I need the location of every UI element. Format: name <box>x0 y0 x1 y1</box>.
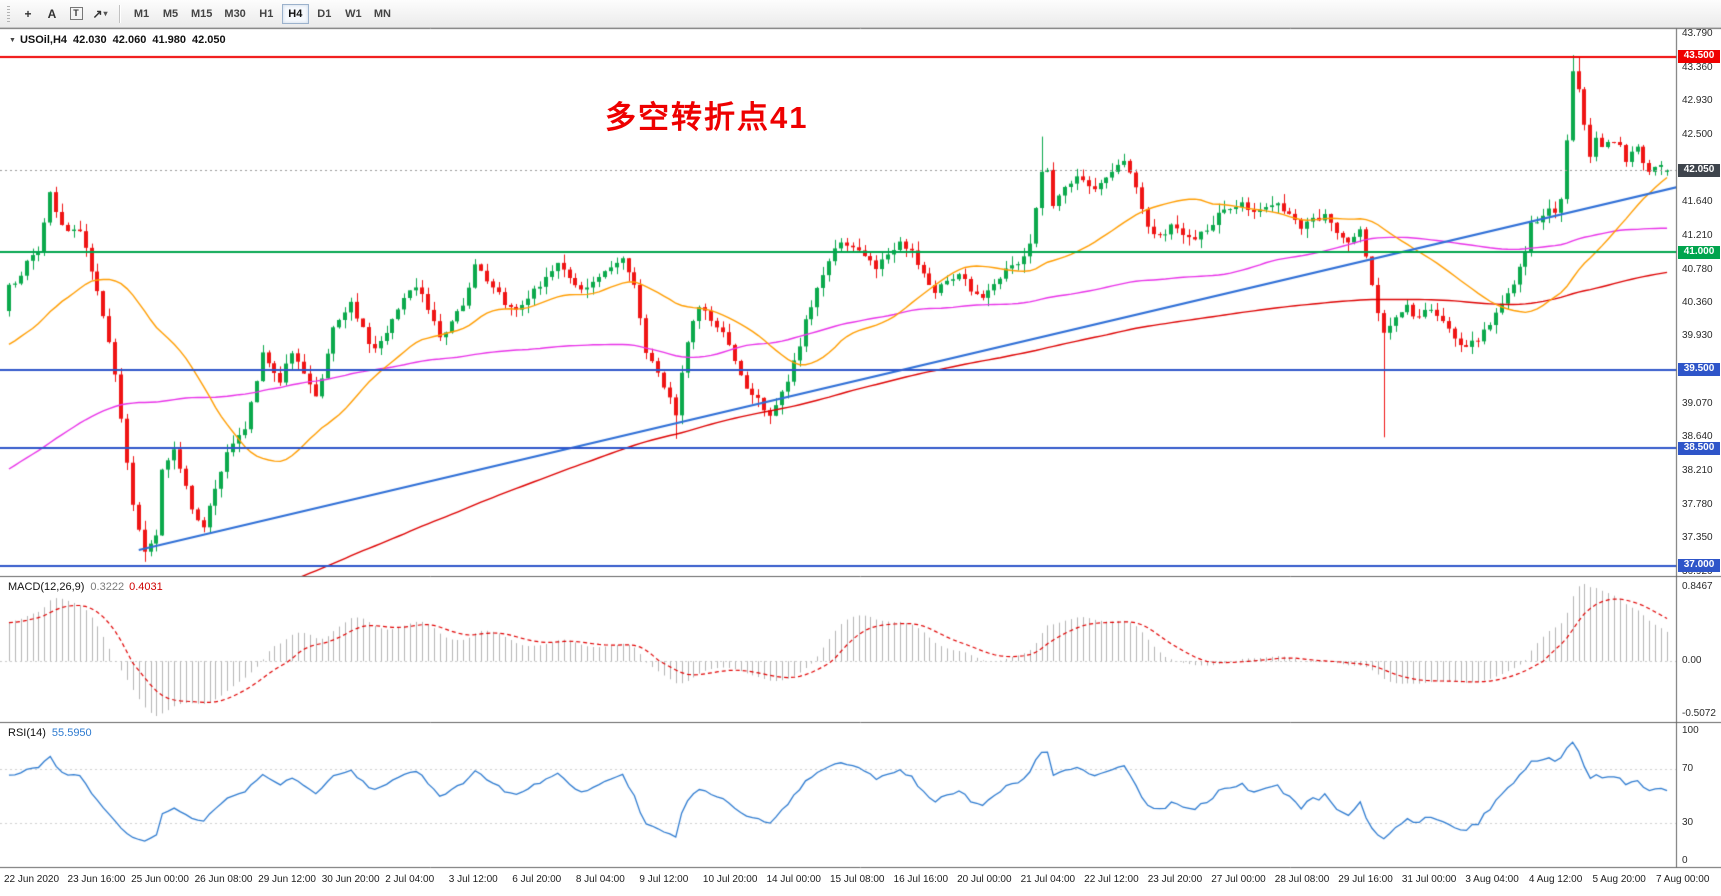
level-badge-41.000: 41.000 <box>1678 245 1720 259</box>
price-tick: 41.210 <box>1682 230 1713 242</box>
price-tick: 37.350 <box>1682 532 1713 544</box>
rsi-title: RSI(14) <box>8 727 46 739</box>
time-axis-label: 14 Jul 00:00 <box>766 874 821 885</box>
price-tick: 39.070 <box>1682 397 1713 409</box>
time-axis-label: 28 Jul 08:00 <box>1274 874 1330 885</box>
ohlc-close: 42.050 <box>191 34 226 46</box>
time-axis-label: 15 Jul 08:00 <box>830 874 885 885</box>
price-tick: 38.640 <box>1682 431 1713 443</box>
current-price-badge: 42.050 <box>1678 163 1720 177</box>
time-axis-label: 23 Jul 20:00 <box>1147 874 1203 885</box>
time-axis-label: 3 Jul 12:00 <box>448 874 498 885</box>
time-axis-label: 5 Aug 20:00 <box>1592 874 1646 885</box>
time-axis-label: 2 Jul 04:00 <box>385 874 435 885</box>
time-axis-label: 20 Jul 00:00 <box>957 874 1012 885</box>
time-axis-label: 25 Jun 00:00 <box>131 874 189 885</box>
price-tick: 39.930 <box>1682 330 1713 342</box>
time-axis-label: 10 Jul 20:00 <box>702 874 758 885</box>
price-tick: 40.780 <box>1682 263 1713 275</box>
macd-signal-value: 0.4031 <box>129 581 163 593</box>
rsi-axis-tick: 100 <box>1682 725 1699 736</box>
draw-arrows-icon[interactable]: ↗ ▾ <box>88 3 112 25</box>
time-axis-label: 21 Jul 04:00 <box>1020 874 1076 885</box>
price-tick: 43.790 <box>1682 28 1713 39</box>
macd-title: MACD(12,26,9) <box>8 581 85 593</box>
rsi-axis-tick: 0 <box>1682 855 1688 866</box>
price-tick: 42.500 <box>1682 129 1713 141</box>
level-badge-39.500: 39.500 <box>1678 363 1720 377</box>
chart-annotation-text[interactable]: 多空转折点41 <box>605 100 809 135</box>
timeframe-button-h4[interactable]: H4 <box>281 3 309 24</box>
timeframe-button-m30[interactable]: M30 <box>219 4 250 24</box>
time-axis-label: 22 Jun 2020 <box>4 874 60 885</box>
ohlc-high: 42.060 <box>112 34 147 46</box>
macd-axis-tick: 0.00 <box>1682 655 1702 667</box>
timeframe-button-m5[interactable]: M5 <box>157 4 184 24</box>
text-label-icon[interactable]: A <box>40 3 64 25</box>
time-axis-label: 30 Jun 20:00 <box>321 874 380 885</box>
timeframe-group: M1 M5 M15 M30 H1 H4 D1 W1 MN <box>127 3 397 24</box>
price-tick: 38.210 <box>1682 464 1713 476</box>
level-badge-38.500: 38.500 <box>1678 441 1720 455</box>
price-tick: 43.360 <box>1682 61 1713 73</box>
macd-indicator-label: MACD(12,26,9) 0.3222 0.4031 <box>8 581 163 593</box>
time-axis-label: 9 Jul 12:00 <box>639 874 689 885</box>
toolbar: + A T ↗ ▾ M1 M5 M15 M30 H1 H4 D1 W1 MN <box>0 0 1721 28</box>
time-axis-label: 7 Aug 00:00 <box>1656 874 1710 885</box>
level-badge-43.500: 43.500 <box>1678 50 1720 64</box>
timeframe-button-d1[interactable]: D1 <box>311 4 338 24</box>
macd-axis-tick: 0.8467 <box>1682 581 1713 592</box>
toolbar-separator <box>119 4 120 23</box>
timeframe-button-m15[interactable]: M15 <box>186 4 217 24</box>
tool-group: + A T ↗ ▾ <box>16 3 112 25</box>
symbol-dropdown-icon[interactable]: ▼ <box>9 37 16 44</box>
symbol-ohlc-label: ▼ USOil,H4 42.030 42.060 41.980 42.050 <box>9 34 226 46</box>
timeframe-button-m1[interactable]: M1 <box>128 4 155 24</box>
rsi-value: 55.5950 <box>51 727 92 739</box>
time-axis-label: 3 Aug 04:00 <box>1465 874 1519 885</box>
crosshair-icon[interactable]: + <box>16 3 40 25</box>
time-axis-label: 26 Jun 08:00 <box>194 874 253 885</box>
time-axis-label: 8 Jul 04:00 <box>575 874 625 885</box>
ohlc-low: 41.980 <box>152 34 186 46</box>
symbol-name: USOil,H4 <box>19 34 68 46</box>
price-tick: 42.930 <box>1682 95 1713 107</box>
time-axis-label: 29 Jun 12:00 <box>258 874 316 885</box>
macd-main-value: 0.3222 <box>90 581 125 593</box>
time-axis-label: 29 Jul 16:00 <box>1338 874 1393 885</box>
ohlc-open: 42.030 <box>73 34 107 46</box>
time-axis-label: 4 Aug 12:00 <box>1528 874 1583 885</box>
timeframe-button-h1[interactable]: H1 <box>253 4 280 24</box>
rsi-indicator-label: RSI(14) 55.5950 <box>8 727 92 739</box>
price-tick: 40.360 <box>1682 296 1713 308</box>
time-axis-label: 27 Jul 00:00 <box>1211 874 1266 885</box>
timeframe-button-mn[interactable]: MN <box>369 4 396 24</box>
time-axis-label: 31 Jul 00:00 <box>1401 874 1457 885</box>
timeframe-button-w1[interactable]: W1 <box>340 4 367 24</box>
rsi-axis-tick: 70 <box>1682 762 1694 774</box>
macd-axis-tick: -0.5072 <box>1682 708 1716 719</box>
time-axis-label: 16 Jul 16:00 <box>893 874 949 885</box>
rsi-axis-tick: 30 <box>1682 816 1694 828</box>
text-box-icon[interactable]: T <box>64 3 88 25</box>
time-axis-label: 6 Jul 20:00 <box>512 874 562 885</box>
toolbar-drag-handle[interactable] <box>7 5 10 22</box>
level-badge-37.000: 37.000 <box>1678 559 1720 573</box>
price-tick: 41.640 <box>1682 196 1713 208</box>
price-tick: 37.780 <box>1682 498 1713 510</box>
time-axis-label: 22 Jul 12:00 <box>1084 874 1139 885</box>
time-axis-label: 23 Jun 16:00 <box>67 874 126 885</box>
